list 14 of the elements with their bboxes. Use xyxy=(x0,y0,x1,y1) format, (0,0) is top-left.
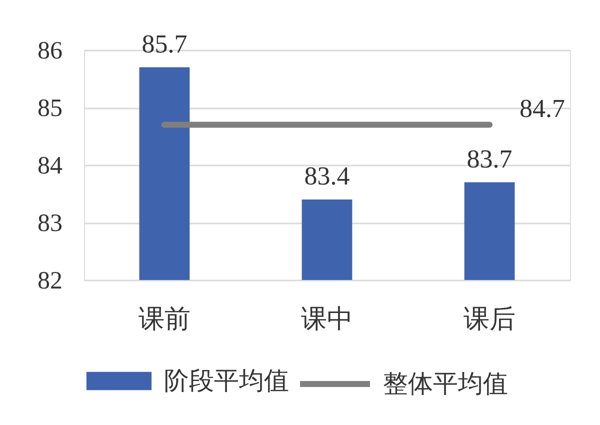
y-tick-label: 86 xyxy=(38,38,62,64)
x-tick-label: 课前 xyxy=(138,304,190,334)
y-tick-label: 82 xyxy=(38,268,62,294)
y-tick-label: 84 xyxy=(38,152,63,180)
legend-label: 整体平均值 xyxy=(383,369,508,398)
x-tick-label: 课后 xyxy=(464,304,516,334)
data-label: 85.7 xyxy=(142,29,188,58)
y-tick-label: 83 xyxy=(38,210,62,237)
legend-label: 阶段平均值 xyxy=(164,366,289,395)
data-label: 83.7 xyxy=(466,144,512,174)
y-tick-label: 85 xyxy=(38,95,62,122)
x-tick-label: 课中 xyxy=(301,304,353,334)
data-label: 83.4 xyxy=(304,162,350,190)
data-label: 84.7 xyxy=(520,94,566,123)
